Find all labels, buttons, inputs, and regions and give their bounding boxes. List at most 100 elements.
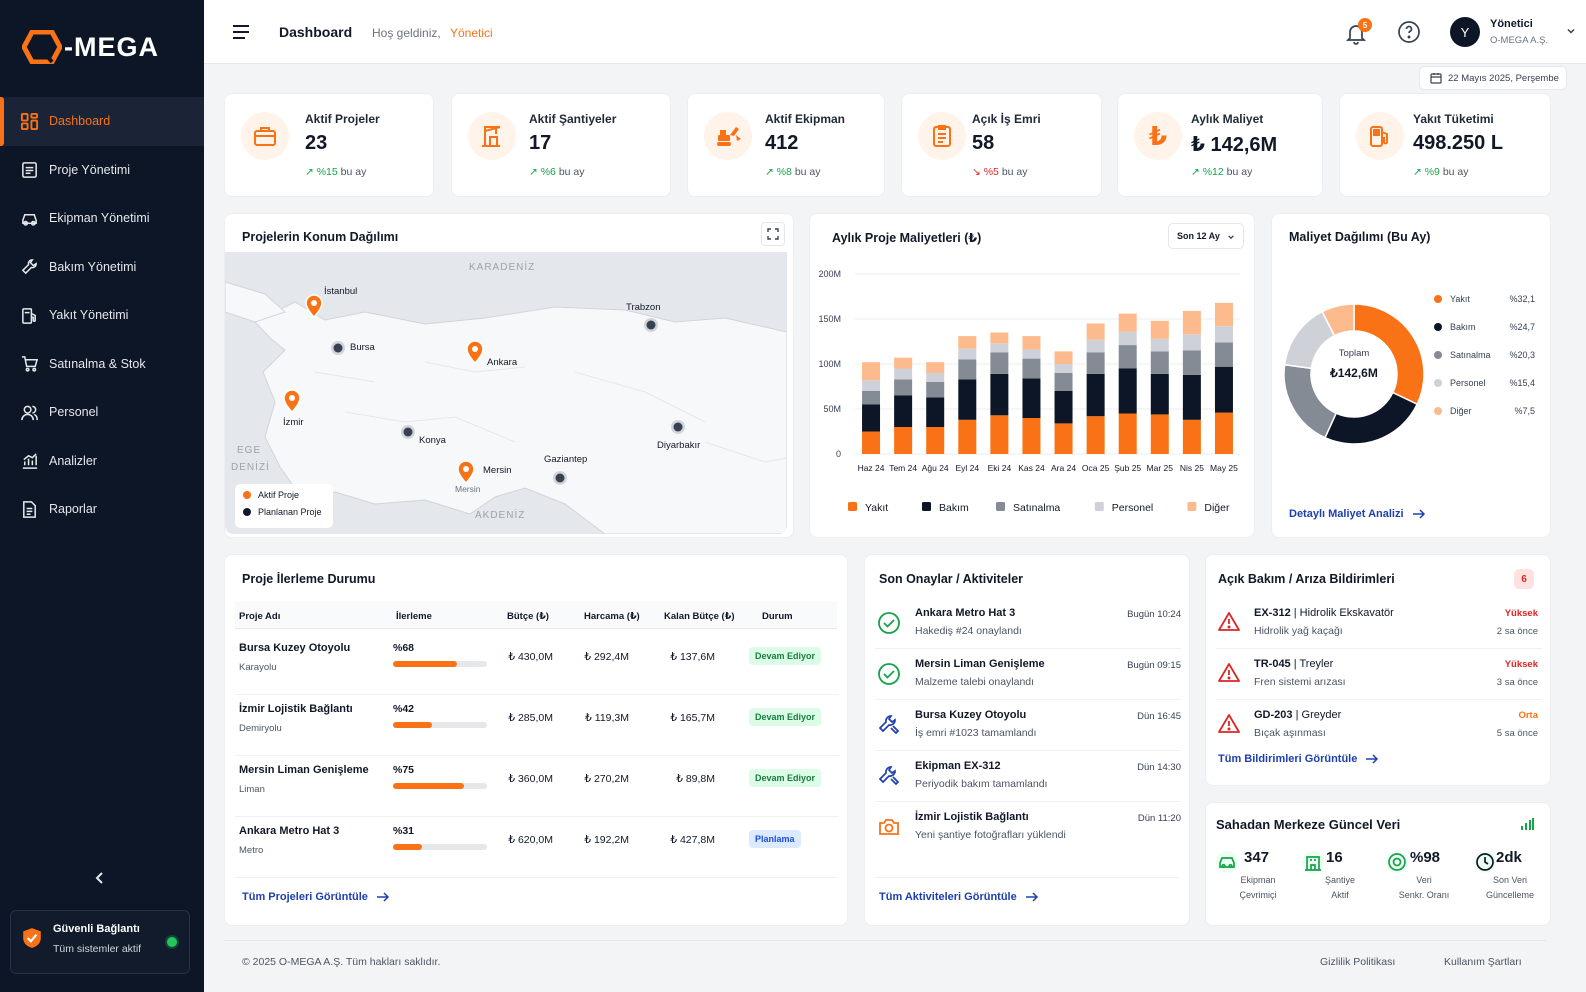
bar-segment-personel[interactable] [1086,339,1105,353]
fullscreen-button[interactable] [761,222,785,246]
bar-segment-satınalma[interactable] [1054,373,1073,391]
bar-segment-diğer[interactable] [990,332,1009,344]
donut-slice-yakıt[interactable] [1353,303,1425,406]
bar-segment-bakım[interactable] [990,373,1009,416]
detailed-cost-analysis-link[interactable]: Detaylı Maliyet Analizi [1289,508,1426,520]
table-row[interactable]: Mersin Liman Genişleme Liman %75 ₺ 360,0… [225,757,849,817]
kpi-card-fuel[interactable]: Yakıt Tüketimi 498.250 L ↗ %9 bu ay [1339,93,1551,197]
sidebar-item-equipment[interactable]: Ekipman Yönetimi [0,194,204,243]
bar-segment-bakım[interactable] [1118,368,1137,414]
active-project-pin-icon[interactable] [466,340,484,364]
bar-segment-diğer[interactable] [1150,320,1169,339]
bar-segment-satınalma[interactable] [926,382,945,398]
bar-segment-satınalma[interactable] [1118,345,1137,369]
app-logo[interactable]: -MEGA [22,30,159,64]
activity-item[interactable]: Ekipman EX-312 Periyodik bakım tamamland… [865,752,1191,802]
sidebar-item-analytics[interactable]: Analizler [0,437,204,486]
help-icon[interactable] [1397,20,1421,44]
kpi-card-monthly-cost[interactable]: ₺ Aylık Maliyet ₺ 142,6M ↗ %12 bu ay [1117,93,1323,197]
bar-segment-yakıt[interactable] [894,427,913,454]
bar-segment-personel[interactable] [862,380,881,391]
bar-segment-satınalma[interactable] [990,352,1009,374]
bar-segment-personel[interactable] [894,368,913,380]
bar-segment-yakıt[interactable] [990,415,1009,454]
planned-project-pin-icon[interactable] [670,419,686,435]
sidebar-item-personnel[interactable]: Personel [0,388,204,437]
bar-segment-personel[interactable] [958,348,977,360]
view-all-projects-link[interactable]: Tüm Projeleri Görüntüle [242,891,390,903]
menu-hamburger-icon[interactable] [232,24,250,40]
bar-segment-personel[interactable] [1150,338,1169,352]
sidebar-item-reports[interactable]: Raporlar [0,485,204,534]
view-all-alerts-link[interactable]: Tüm Bildirimleri Görüntüle [1218,753,1379,765]
alert-item[interactable]: GD-203 | Greyder Bıçak aşınması Orta 5 s… [1206,701,1552,751]
user-menu[interactable]: Y Yönetici O-MEGA A.Ş. [1450,16,1575,50]
bar-segment-diğer[interactable] [894,357,913,369]
sidebar-item-purchasing[interactable]: Satınalma & Stok [0,340,204,389]
bar-segment-bakım[interactable] [1022,378,1041,418]
bar-segment-yakıt[interactable] [1182,419,1201,454]
bar-segment-yakıt[interactable] [1022,418,1041,454]
donut-slice-bakım[interactable] [1324,391,1419,445]
bar-segment-diğer[interactable] [926,362,945,373]
bar-segment-satınalma[interactable] [1182,350,1201,375]
kpi-card-equipment[interactable]: Aktif Ekipman 412 ↗ %8 bu ay [687,93,885,197]
map-view[interactable]: KARADENİZ EGE DENİZİ AKDENİZ İstanbul Bu… [225,252,787,534]
table-row[interactable]: Ankara Metro Hat 3 Metro %31 ₺ 620,0M ₺ … [225,818,849,878]
view-all-activities-link[interactable]: Tüm Aktiviteleri Görüntüle [879,891,1039,903]
col-header-status[interactable]: Durum [762,611,793,622]
bar-segment-diğer[interactable] [1086,323,1105,340]
sidebar-item-dashboard[interactable]: Dashboard [0,97,204,146]
bar-segment-diğer[interactable] [862,362,881,381]
bar-segment-satınalma[interactable] [958,359,977,380]
bar-segment-bakım[interactable] [1214,366,1233,413]
table-row[interactable]: Bursa Kuzey Otoyolu Karayolu %68 ₺ 430,0… [225,635,849,695]
bar-segment-satınalma[interactable] [862,391,881,405]
activity-item[interactable]: İzmir Lojistik Bağlantı Yeni şantiye fot… [865,803,1191,853]
col-header-name[interactable]: Proje Adı [239,611,281,622]
privacy-link[interactable]: Gizlilik Politikası [1320,956,1396,968]
bar-segment-satınalma[interactable] [1214,342,1233,367]
bar-segment-satınalma[interactable] [894,379,913,396]
col-header-budget[interactable]: Bütçe (₺) [507,611,549,622]
bar-segment-yakıt[interactable] [958,419,977,454]
kpi-card-work-orders[interactable]: Açık İş Emri 58 ↘ %5 bu ay [901,93,1102,197]
bar-segment-personel[interactable] [990,343,1009,353]
bar-segment-yakıt[interactable] [1086,416,1105,454]
planned-project-pin-icon[interactable] [552,470,568,486]
collapse-sidebar-icon[interactable] [90,868,110,888]
activity-item[interactable]: Ankara Metro Hat 3 Hakediş #24 onaylandı… [865,599,1191,649]
bar-segment-bakım[interactable] [1182,374,1201,420]
donut-slice-satınalma[interactable] [1283,363,1338,439]
kpi-card-projects[interactable]: Aktif Projeler 23 ↗ %15 bu ay [224,93,434,197]
bar-segment-diğer[interactable] [1214,302,1233,327]
sidebar-item-fuel[interactable]: Yakıt Yönetimi [0,291,204,340]
bar-segment-satınalma[interactable] [1022,358,1041,379]
bar-segment-diğer[interactable] [1054,351,1073,364]
bar-segment-bakım[interactable] [1086,373,1105,417]
bar-segment-personel[interactable] [1214,326,1233,343]
kpi-card-sites[interactable]: Aktif Şantiyeler 17 ↗ %6 bu ay [451,93,671,197]
bar-segment-yakıt[interactable] [1150,414,1169,454]
bar-segment-yakıt[interactable] [1214,412,1233,454]
col-header-spent[interactable]: Harcama (₺) [584,611,640,622]
active-project-pin-icon[interactable] [457,460,475,484]
bar-segment-bakım[interactable] [1054,391,1073,424]
planned-project-pin-icon[interactable] [330,340,346,356]
bar-segment-bakım[interactable] [958,379,977,420]
bar-segment-bakım[interactable] [894,395,913,428]
range-select[interactable]: Son 12 Ay [1168,223,1244,249]
notifications-button[interactable]: 5 [1342,18,1372,46]
bar-segment-satınalma[interactable] [1150,351,1169,374]
planned-project-pin-icon[interactable] [400,424,416,440]
bar-segment-bakım[interactable] [1150,373,1169,415]
active-project-pin-icon[interactable] [305,294,323,318]
date-display[interactable]: 22 Mayıs 2025, Perşembe [1419,66,1567,90]
terms-link[interactable]: Kullanım Şartları [1444,956,1522,968]
activity-item[interactable]: Bursa Kuzey Otoyolu İş emri #1023 tamaml… [865,701,1191,751]
bar-segment-diğer[interactable] [958,336,977,349]
alert-item[interactable]: TR-045 | Treyler Fren sistemi arızası Yü… [1206,650,1552,700]
bar-segment-personel[interactable] [1022,349,1041,359]
donut-slice-diğer[interactable] [1321,303,1355,337]
planned-project-pin-icon[interactable] [643,317,659,333]
